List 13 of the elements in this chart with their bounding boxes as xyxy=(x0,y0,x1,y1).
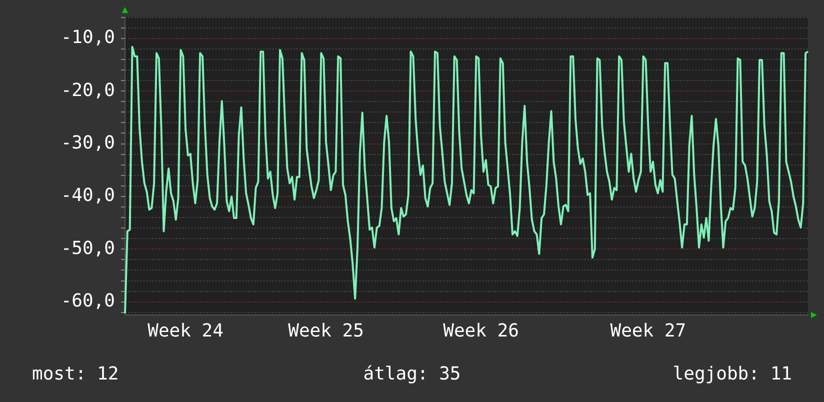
text: legjobb: 11 xyxy=(672,364,792,385)
y-tick-label: -50,0 xyxy=(60,238,115,259)
y-tick-label: -10,0 xyxy=(60,27,115,48)
y-tick-label: -40,0 xyxy=(60,185,115,206)
x-tick-label: Week 27 xyxy=(610,320,686,342)
y-tick-label: -20,0 xyxy=(60,80,115,101)
x-tick-label: Week 25 xyxy=(288,320,364,342)
y-tick-label: -60,0 xyxy=(60,290,115,312)
y-tick-label: -30,0 xyxy=(60,132,115,154)
x-tick-label: Week 24 xyxy=(148,320,224,342)
text: most: 12 xyxy=(32,364,119,385)
text: átlag: 35 xyxy=(363,364,461,385)
x-tick-label: Week 26 xyxy=(443,320,519,342)
